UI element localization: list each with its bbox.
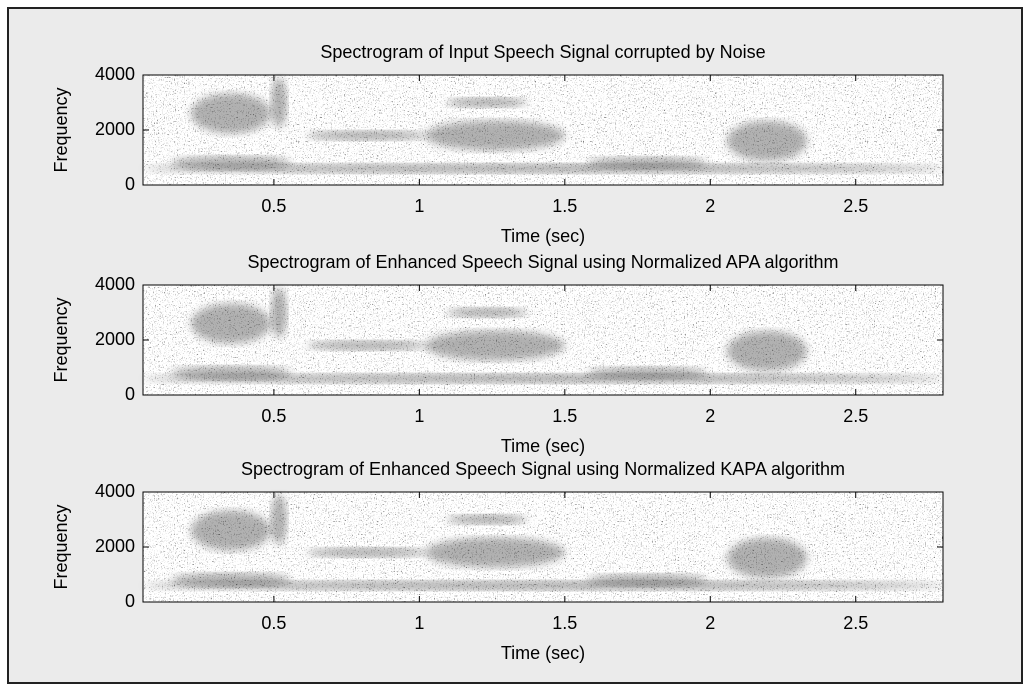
y-tick-label: 4000	[95, 481, 135, 501]
noise-texture	[143, 75, 943, 185]
y-tick-label: 2000	[95, 119, 135, 139]
x-tick-label: 2	[705, 196, 715, 216]
x-axis-label: Time (sec)	[501, 226, 585, 246]
y-tick-label: 0	[125, 384, 135, 404]
x-axis-label: Time (sec)	[501, 643, 585, 663]
x-axis-label: Time (sec)	[501, 436, 585, 456]
x-tick-label: 2.5	[843, 196, 868, 216]
y-tick-label: 0	[125, 174, 135, 194]
x-tick-label: 1.5	[552, 613, 577, 633]
x-tick-label: 2	[705, 613, 715, 633]
y-tick-label: 2000	[95, 536, 135, 556]
x-tick-label: 2.5	[843, 613, 868, 633]
spectrogram-texture	[143, 492, 943, 602]
spectrogram-texture	[143, 285, 943, 395]
y-tick-label: 4000	[95, 274, 135, 294]
x-tick-label: 1.5	[552, 406, 577, 426]
x-tick-label: 0.5	[261, 196, 286, 216]
chart-title: Spectrogram of Input Speech Signal corru…	[320, 42, 765, 62]
x-tick-label: 2	[705, 406, 715, 426]
x-tick-label: 1	[414, 613, 424, 633]
y-axis-label: Frequency	[51, 87, 71, 172]
x-tick-label: 1	[414, 196, 424, 216]
chart-title: Spectrogram of Enhanced Speech Signal us…	[241, 459, 845, 479]
x-tick-label: 2.5	[843, 406, 868, 426]
noise-texture	[143, 285, 943, 395]
spectrogram-texture	[143, 75, 943, 185]
x-tick-label: 0.5	[261, 613, 286, 633]
y-tick-label: 2000	[95, 329, 135, 349]
y-axis-label: Frequency	[51, 297, 71, 382]
x-tick-label: 1.5	[552, 196, 577, 216]
y-tick-label: 4000	[95, 64, 135, 84]
x-tick-label: 0.5	[261, 406, 286, 426]
chart-title: Spectrogram of Enhanced Speech Signal us…	[247, 252, 838, 272]
noise-texture	[143, 492, 943, 602]
x-tick-label: 1	[414, 406, 424, 426]
y-axis-label: Frequency	[51, 504, 71, 589]
y-tick-label: 0	[125, 591, 135, 611]
